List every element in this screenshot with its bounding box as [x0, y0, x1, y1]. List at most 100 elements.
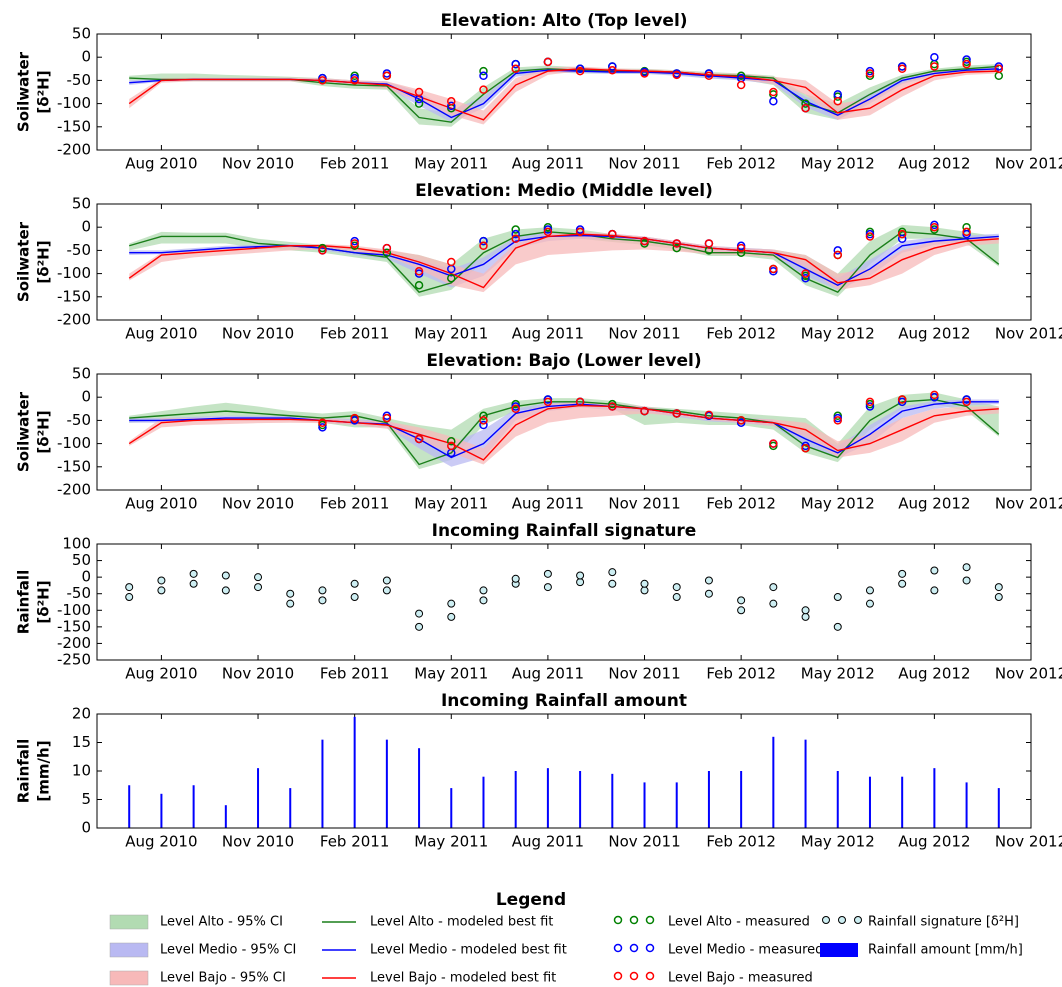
y-tick-label: 50: [72, 195, 91, 213]
y-tick-label: 0: [81, 48, 91, 66]
x-tick-label: Nov 2011: [608, 155, 680, 173]
measured-point: [511, 229, 520, 239]
rain-point: [254, 583, 263, 592]
measured-point: [736, 243, 746, 253]
legend-label: Level Bajo - 95% CI: [160, 971, 286, 986]
rain-point: [221, 586, 230, 595]
x-tick-label: Aug 2012: [898, 155, 970, 173]
measured-point: [962, 227, 971, 237]
rain-bar: [192, 785, 195, 828]
x-tick-label: Aug 2012: [898, 495, 970, 513]
rain-bar: [965, 782, 968, 828]
rain-point: [704, 576, 713, 585]
rain-point: [382, 576, 391, 585]
panel: Incoming Rainfall amount Rainfall [mm/h] 0 5…: [15, 691, 1062, 851]
measured-point: [479, 411, 488, 421]
rain-point: [479, 596, 488, 605]
rain-point: [994, 593, 1003, 602]
model-line: [128, 68, 999, 121]
rain-bar: [772, 736, 775, 828]
measured-point: [769, 439, 778, 448]
measured-point: [382, 243, 392, 253]
y-tick-label: -150: [57, 287, 91, 305]
measured-point: [608, 65, 617, 75]
measured-point: [801, 443, 810, 453]
measured-point: [930, 222, 939, 232]
rain-point: [865, 586, 874, 595]
measured-point: [479, 85, 488, 94]
measured-point: [930, 390, 939, 400]
x-tick-label: Feb 2012: [706, 495, 776, 513]
y-tick-label: -200: [57, 311, 91, 329]
rain-bar: [707, 771, 710, 828]
legend-swatch: [109, 942, 149, 958]
plot-area: [128, 220, 1000, 297]
rain-bar: [385, 739, 388, 828]
y-tick-label: -250: [57, 651, 91, 669]
legend-swatch: [854, 916, 862, 924]
measured-point: [511, 64, 520, 74]
measured-point: [543, 397, 553, 407]
y-tick-label: -100: [57, 94, 91, 112]
rain-point: [511, 574, 520, 583]
y-axis-label: [δ²H]: [35, 410, 53, 453]
panel: Elevation: Medio (Middle level) Soilwater…: [15, 181, 1062, 343]
measured-point: [479, 66, 488, 76]
plot-area: [128, 716, 1000, 828]
measured-point: [447, 273, 456, 283]
y-axis-label: [δ²H]: [35, 240, 53, 283]
measured-point: [865, 402, 875, 411]
y-tick-label: 50: [72, 25, 91, 43]
x-tick-label: Aug 2010: [125, 325, 197, 343]
legend-swatch: [820, 943, 858, 957]
rain-point: [930, 566, 939, 575]
rain-point: [125, 583, 134, 592]
y-tick-label: 20: [72, 705, 91, 723]
plot-area: [125, 563, 1003, 631]
x-tick-label: Nov 2012: [995, 833, 1062, 851]
legend-swatch: [645, 971, 655, 981]
measured-point: [318, 418, 327, 427]
x-tick-label: Feb 2011: [320, 665, 390, 683]
measured-point: [833, 416, 843, 425]
measured-point: [350, 76, 359, 85]
x-tick-label: Aug 2010: [125, 833, 197, 851]
rain-point: [640, 586, 649, 595]
legend-swatch: [109, 970, 149, 986]
x-tick-label: Aug 2011: [512, 155, 584, 173]
rain-bar: [933, 768, 936, 828]
legend-label: Level Alto - modeled best fit: [370, 915, 553, 930]
y-tick-label: -50: [67, 584, 92, 602]
rain-bar: [643, 782, 646, 828]
rain-point: [672, 583, 681, 592]
y-tick-label: -200: [57, 481, 91, 499]
x-tick-label: May 2011: [414, 155, 488, 173]
measured-point: [447, 437, 456, 446]
measured-point: [382, 413, 392, 423]
plot-area: [128, 52, 1004, 127]
rain-bar: [514, 771, 517, 828]
measured-point: [897, 395, 907, 404]
measured-point: [543, 227, 553, 237]
measured-point: [511, 225, 520, 234]
legend-label: Rainfall signature [δ²H]: [868, 915, 1019, 930]
rain-point: [769, 599, 778, 608]
rain-point: [833, 593, 842, 602]
rain-point: [157, 586, 166, 595]
measured-point: [318, 246, 327, 255]
legend-label: Rainfall amount [mm/h]: [868, 943, 1023, 958]
measured-point: [672, 409, 681, 418]
x-tick-label: Feb 2011: [320, 833, 390, 851]
rain-point: [962, 563, 971, 572]
y-tick-label: 0: [81, 819, 91, 837]
rain-bar: [450, 788, 453, 828]
y-axis-label: [δ²H]: [35, 70, 53, 113]
y-tick-label: 50: [72, 365, 91, 383]
rain-point: [576, 578, 585, 587]
measured-point: [736, 80, 746, 90]
measured-point: [801, 269, 810, 278]
panel: Incoming Rainfall signature Rainfall [δ²H]…: [15, 521, 1062, 683]
x-tick-label: Nov 2012: [995, 665, 1062, 683]
measured-point: [318, 76, 327, 85]
plot-frame: [96, 373, 1032, 491]
